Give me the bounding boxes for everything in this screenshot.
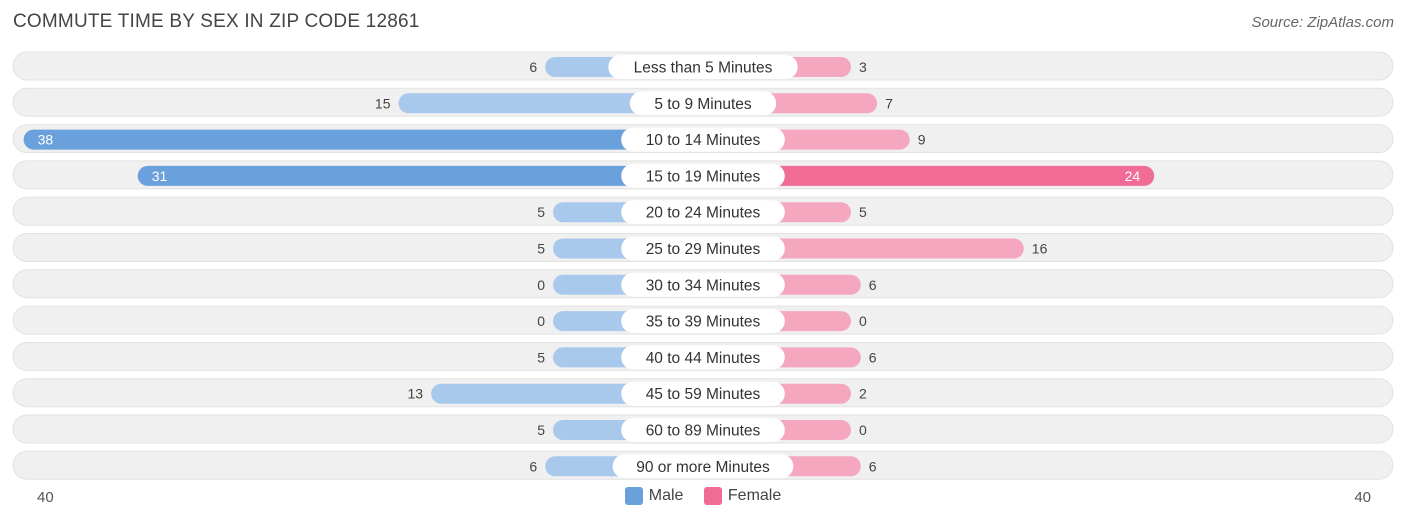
- category-label: 5 to 9 Minutes: [654, 96, 752, 113]
- legend-male-label: Male: [648, 487, 684, 504]
- category-label: 60 to 89 Minutes: [646, 423, 761, 440]
- category-label: 20 to 24 Minutes: [646, 205, 761, 222]
- label-female-value: 6: [869, 458, 877, 474]
- label-male-value: 5: [537, 422, 545, 438]
- label-female-value: 5: [859, 204, 867, 220]
- legend-male: Male: [624, 487, 684, 505]
- category-pill: [612, 454, 794, 479]
- label-female-value: 0: [859, 422, 867, 438]
- category-pill: [621, 163, 785, 188]
- label-female-value: 0: [859, 313, 867, 329]
- label-male-value: 5: [537, 349, 545, 365]
- category-pill: [621, 418, 785, 442]
- category-pill: [608, 55, 798, 79]
- category-label: 90 or more Minutes: [636, 459, 770, 476]
- category-pill: [621, 127, 785, 152]
- category-pill: [621, 309, 785, 334]
- bar-male: [137, 165, 703, 186]
- label-female-value: 3: [859, 59, 867, 75]
- label-female-value: 6: [869, 277, 877, 293]
- legend-female-swatch: [703, 487, 722, 505]
- label-female-value: 6: [869, 349, 877, 365]
- category-pill: [621, 272, 785, 297]
- label-female-value: 7: [885, 95, 893, 111]
- label-female-value: 9: [918, 132, 926, 148]
- label-male-value: 5: [537, 241, 545, 257]
- label-male-value: 5: [537, 204, 545, 220]
- bar-male: [23, 129, 704, 150]
- axis-right-label: 40: [1354, 489, 1371, 506]
- label-male-value: 13: [408, 386, 424, 402]
- label-male-value: 0: [537, 277, 545, 293]
- label-male-value: 38: [38, 132, 54, 148]
- category-pill: [621, 236, 785, 261]
- label-male-value: 0: [537, 313, 545, 329]
- legend-female-label: Female: [727, 487, 782, 504]
- label-female-value: 2: [859, 386, 867, 402]
- category-label: Less than 5 Minutes: [634, 60, 773, 77]
- category-pill: [621, 200, 785, 225]
- axis-left-label: 40: [37, 489, 54, 506]
- chart-title: COMMUTE TIME BY SEX IN ZIP CODE 12861: [13, 11, 420, 32]
- label-male-value: 6: [529, 59, 537, 75]
- category-label: 15 to 19 Minutes: [646, 168, 761, 185]
- category-label: 35 to 39 Minutes: [646, 314, 761, 331]
- label-male-value: 15: [375, 95, 391, 111]
- label-female-value: 24: [1125, 168, 1141, 184]
- category-label: 25 to 29 Minutes: [646, 241, 761, 258]
- legend: Male Female: [0, 487, 1406, 510]
- legend-female: Female: [703, 487, 782, 505]
- category-label: 10 to 14 Minutes: [646, 132, 761, 149]
- legend-male-swatch: [624, 487, 643, 505]
- category-pill: [629, 91, 777, 116]
- label-female-value: 16: [1032, 241, 1048, 257]
- category-pill: [621, 381, 785, 406]
- label-male-value: 6: [529, 458, 537, 474]
- category-label: 30 to 34 Minutes: [646, 277, 761, 294]
- source-note: Source: ZipAtlas.com: [1251, 14, 1394, 31]
- bar-female: [703, 165, 1155, 186]
- category-pill: [621, 345, 785, 370]
- category-label: 45 to 59 Minutes: [646, 386, 761, 403]
- bar-male: [398, 93, 703, 114]
- category-label: 40 to 44 Minutes: [646, 350, 761, 367]
- label-male-value: 31: [152, 168, 168, 184]
